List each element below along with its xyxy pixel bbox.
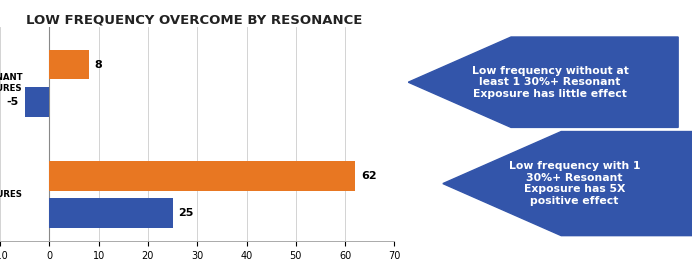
Text: Low frequency with 1
30%+ Resonant
Exposure has 5X
positive effect: Low frequency with 1 30%+ Resonant Expos… <box>509 161 640 206</box>
Text: 1+ 30%+ RESONANT EXPOSURES: 1+ 30%+ RESONANT EXPOSURES <box>0 190 22 199</box>
Text: 62: 62 <box>361 171 376 181</box>
Bar <box>49 161 355 191</box>
Text: 25: 25 <box>179 208 194 218</box>
Bar <box>25 87 49 117</box>
Text: NO 30%+ RESONANT
EXPOSURES: NO 30%+ RESONANT EXPOSURES <box>0 73 22 93</box>
Text: Low frequency without at
least 1 30%+ Resonant
Exposure has little effect: Low frequency without at least 1 30%+ Re… <box>472 65 628 99</box>
Bar <box>49 198 172 228</box>
Bar <box>49 50 89 79</box>
Text: LOW FREQUENCY OVERCOME BY RESONANCE: LOW FREQUENCY OVERCOME BY RESONANCE <box>26 14 362 27</box>
Text: 8: 8 <box>95 59 102 70</box>
Text: -5: -5 <box>6 97 19 107</box>
